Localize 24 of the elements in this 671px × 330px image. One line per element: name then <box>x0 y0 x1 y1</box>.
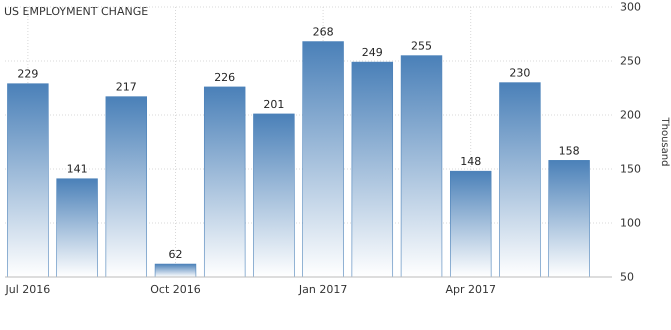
y-tick-label: 200 <box>620 108 641 122</box>
x-tick-label: Apr 2017 <box>445 282 496 296</box>
data-label: 249 <box>362 46 383 60</box>
x-tick-label: Jan 2017 <box>298 282 348 296</box>
y-tick-label: 50 <box>620 270 634 284</box>
data-label: 268 <box>312 26 334 39</box>
data-label: 217 <box>116 80 137 94</box>
data-label: 62 <box>168 248 182 262</box>
x-tick-label: Jul 2016 <box>4 282 50 296</box>
data-label: 230 <box>509 66 530 80</box>
data-label: 201 <box>263 98 284 111</box>
chart-title: US EMPLOYMENT CHANGE <box>4 5 148 18</box>
y-tick-label: 250 <box>620 54 641 68</box>
x-tick-label: Oct 2016 <box>150 282 201 296</box>
data-label: 148 <box>460 155 482 168</box>
data-label: 255 <box>411 40 432 53</box>
y-tick-label: 100 <box>620 216 641 230</box>
y-axis-title: Thousand <box>659 116 670 166</box>
data-label: 158 <box>558 144 580 158</box>
y-tick-label: 150 <box>620 162 641 176</box>
y-tick-label: 300 <box>620 0 641 14</box>
data-label: 141 <box>66 162 88 176</box>
data-label: 229 <box>17 68 38 81</box>
data-label: 226 <box>214 70 236 84</box>
